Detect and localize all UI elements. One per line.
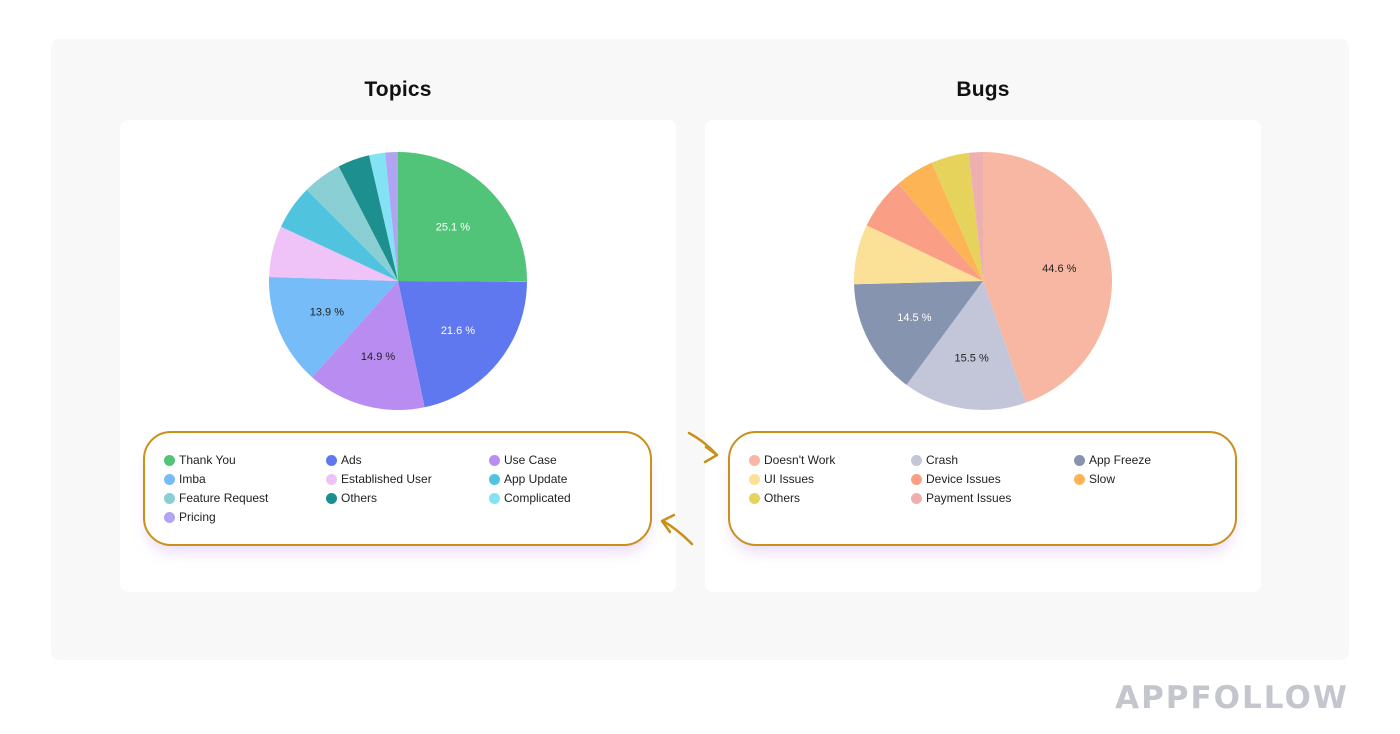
legend-label: App Freeze (1089, 453, 1152, 467)
legend-label: UI Issues (764, 472, 815, 486)
topics-data-label-imba: 13.9 % (310, 307, 344, 319)
bugs-slice-app-freeze[interactable] (854, 281, 983, 385)
bugs-legend: Doesn't Work Crash App Freeze UI Issues Devi… (728, 431, 1237, 546)
topics-slice-ads[interactable] (398, 281, 527, 408)
topics-slice-complicated[interactable] (369, 152, 398, 281)
bugs-legend-item-others[interactable]: Others (749, 490, 800, 506)
topics-slice-app-update[interactable] (280, 189, 398, 281)
topics-legend-item-app-update[interactable]: App Update (489, 471, 567, 487)
legend-label: Ads (341, 453, 362, 467)
topics-chart-title: Topics (364, 78, 432, 101)
bugs-slice-payment-issues[interactable] (968, 152, 983, 281)
topics-legend-item-pricing[interactable]: Pricing (164, 509, 216, 525)
topics-slice-others[interactable] (338, 155, 398, 281)
legend-label: Pricing (179, 510, 216, 524)
bugs-data-label-app-freeze: 14.5 % (897, 312, 931, 324)
bugs-slice-slow[interactable] (898, 162, 983, 281)
legend-dot-icon (326, 454, 337, 466)
bugs-data-label-crash: 15.5 % (954, 353, 988, 365)
topics-slice-thank-you[interactable] (398, 152, 527, 282)
topics-legend-item-others[interactable]: Others (326, 490, 377, 506)
legend-dot-icon (489, 492, 500, 504)
bugs-slice-crash[interactable] (906, 281, 1026, 411)
arrow-left-icon (661, 519, 694, 546)
legend-label: Doesn't Work (764, 453, 836, 467)
legend-dot-icon (164, 454, 175, 466)
appfollow-logo: APPFOLLOW (1115, 680, 1349, 716)
topics-legend-item-complicated[interactable]: Complicated (489, 490, 571, 506)
legend-label: Established User (341, 472, 432, 486)
bugs-legend-item-app-freeze[interactable]: App Freeze (1074, 452, 1151, 468)
bugs-slice-doesn-t-work[interactable] (983, 152, 1112, 403)
legend-dot-icon (326, 492, 337, 504)
legend-label: Slow (1089, 472, 1116, 486)
legend-label: Others (764, 491, 801, 505)
topics-slice-feature-request[interactable] (306, 166, 398, 281)
topics-legend-item-ads[interactable]: Ads (326, 452, 362, 468)
legend-dot-icon (489, 473, 500, 485)
legend-dot-icon (1074, 454, 1085, 466)
legend-label: Payment Issues (926, 491, 1012, 505)
topics-legend-item-use-case[interactable]: Use Case (489, 452, 557, 468)
legend-label: Feature Request (179, 491, 269, 505)
bugs-legend-item-device-issues[interactable]: Device Issues (911, 471, 1001, 487)
bugs-legend-item-crash[interactable]: Crash (911, 452, 958, 468)
bugs-legend-item-ui-issues[interactable]: UI Issues (749, 471, 814, 487)
legend-dot-icon (326, 473, 337, 485)
bugs-legend-item-doesn-t-work[interactable]: Doesn't Work (749, 452, 835, 468)
legend-dot-icon (164, 511, 175, 523)
topics-legend-item-imba[interactable]: Imba (164, 471, 206, 487)
legend-dot-icon (164, 492, 175, 504)
legend-dot-icon (1074, 473, 1085, 485)
legend-dot-icon (749, 454, 760, 466)
legend-label: Others (341, 491, 378, 505)
legend-label: App Update (504, 472, 568, 486)
legend-dot-icon (911, 473, 922, 485)
legend-label: Imba (179, 472, 206, 486)
legend-label: Use Case (504, 453, 557, 467)
legend-dot-icon (911, 492, 922, 504)
topics-slice-pricing[interactable] (385, 152, 398, 281)
bugs-legend-item-payment-issues[interactable]: Payment Issues (911, 490, 1011, 506)
legend-label: Thank You (179, 453, 236, 467)
legend-dot-icon (749, 492, 760, 504)
topics-legend-item-feature-request[interactable]: Feature Request (164, 490, 268, 506)
topics-slice-use-case[interactable] (312, 281, 425, 410)
legend-dot-icon (489, 454, 500, 466)
legend-dot-icon (911, 454, 922, 466)
topics-slice-imba[interactable] (269, 276, 398, 378)
arrow-right-head-icon (703, 445, 719, 464)
legend-label: Complicated (504, 491, 571, 505)
topics-data-label-ads: 21.6 % (441, 325, 475, 337)
topics-pie-chart: 25.1 % 21.6 % 14.9 % 13.9 % (269, 152, 527, 410)
legend-label: Crash (926, 453, 959, 467)
arrow-left-head-icon (660, 513, 676, 534)
topics-legend-item-established-user[interactable]: Established User (326, 471, 432, 487)
topics-slice-established-user[interactable] (269, 226, 398, 281)
topics-legend-item-thank-you[interactable]: Thank You (164, 452, 236, 468)
bugs-slice-ui-issues[interactable] (854, 225, 983, 285)
bugs-data-label-doesn-t-work: 44.6 % (1042, 263, 1076, 275)
topics-legend: Thank You Ads Use Case Imba Established User… (143, 431, 652, 546)
topics-data-label-thank-you: 25.1 % (436, 221, 470, 233)
legend-dot-icon (749, 473, 760, 485)
topics-data-label-use-case: 14.9 % (361, 351, 395, 363)
bugs-chart-title: Bugs (956, 78, 1010, 101)
bugs-pie-chart: 44.6 % 15.5 % 14.5 % (854, 152, 1112, 411)
bugs-slice-device-issues[interactable] (866, 183, 983, 281)
bugs-legend-item-slow[interactable]: Slow (1074, 471, 1115, 487)
bugs-slice-others[interactable] (931, 152, 983, 281)
legend-label: Device Issues (926, 472, 1001, 486)
legend-dot-icon (164, 473, 175, 485)
